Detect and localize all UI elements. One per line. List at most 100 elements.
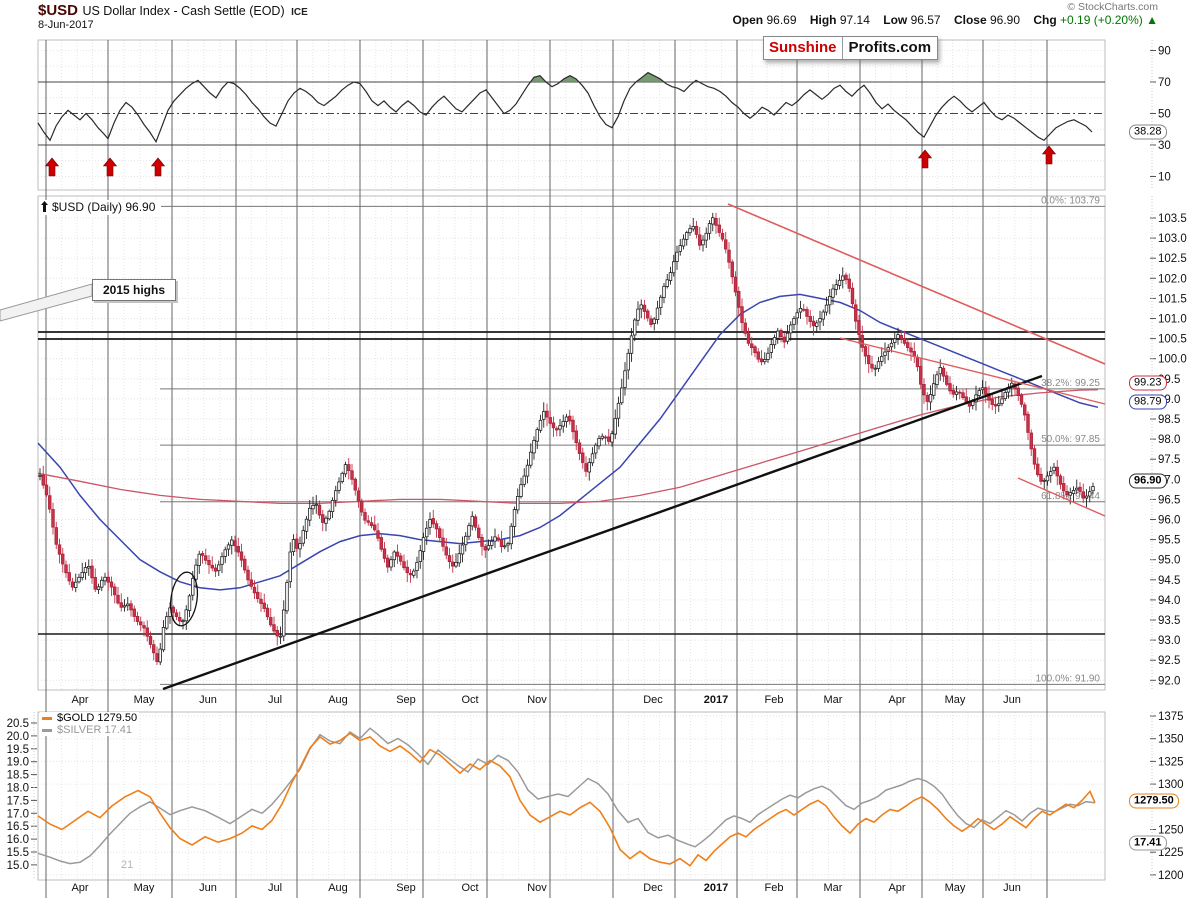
price-panel: 0.0%: 103.79 38.2%: 99.25 50.0%: 97.85 61.8…	[0, 195, 1106, 691]
svg-text:16.0: 16.0	[7, 834, 29, 846]
svg-text:0.0%: 103.79: 0.0%: 103.79	[1041, 195, 1100, 206]
momentum-panel	[37, 71, 1105, 177]
svg-text:May: May	[945, 694, 966, 706]
legend-silver-label: $SILVER 17.41	[57, 724, 133, 736]
svg-text:Jul: Jul	[268, 882, 282, 894]
axis-value-bubble: 96.90	[1129, 473, 1167, 489]
svg-text:96.0: 96.0	[1158, 515, 1180, 527]
svg-text:Feb: Feb	[765, 882, 784, 894]
high-label: High	[809, 13, 837, 27]
close-value: 96.90	[989, 13, 1021, 27]
svg-text:1350: 1350	[1158, 734, 1184, 746]
svg-text:1225: 1225	[1158, 847, 1184, 859]
svg-text:93.5: 93.5	[1158, 615, 1180, 627]
svg-text:Feb: Feb	[765, 694, 784, 706]
legend-gold-label: $GOLD 1279.50	[57, 712, 138, 724]
ticker-symbol: $USD	[38, 2, 79, 19]
gold-line	[37, 732, 1096, 867]
axis-value-bubble: 99.23	[1129, 375, 1167, 391]
chg-label: Chg	[1033, 13, 1057, 27]
stray-scale-label: 21	[121, 859, 134, 871]
ellipse-annotation	[169, 571, 199, 627]
svg-text:15.0: 15.0	[7, 860, 29, 872]
svg-text:100.0%: 91.90: 100.0%: 91.90	[1036, 673, 1101, 684]
svg-text:101.5: 101.5	[1158, 293, 1187, 305]
oscillator-line	[37, 71, 1093, 144]
x-axis-labels: Apr May Jun Jul Aug Sep Oct Nov Dec 2017 Feb Mar Apr…	[71, 694, 1020, 894]
svg-text:90: 90	[1158, 46, 1171, 58]
svg-text:17.5: 17.5	[7, 795, 29, 807]
grid	[37, 39, 1106, 881]
svg-text:92.0: 92.0	[1158, 675, 1180, 687]
svg-text:100.5: 100.5	[1158, 334, 1187, 346]
svg-text:103.5: 103.5	[1158, 213, 1187, 225]
svg-text:17.0: 17.0	[7, 808, 29, 820]
silver-line	[37, 727, 1096, 865]
axis-value-bubble: 17.41	[1129, 835, 1167, 851]
svg-text:Nov: Nov	[527, 882, 547, 894]
svg-text:2017: 2017	[704, 694, 728, 706]
svg-text:Dec: Dec	[643, 694, 663, 706]
overbought-fill	[38, 72, 1092, 82]
svg-text:19.0: 19.0	[7, 757, 29, 769]
month-gridlines	[45, 40, 1048, 898]
legend-silver: $SILVER 17.41	[40, 724, 135, 736]
buy-arrow-icon	[917, 149, 933, 169]
axis-value-bubble: 1279.50	[1129, 793, 1179, 809]
open-value: 96.69	[766, 13, 797, 27]
high-value: 97.14	[839, 13, 870, 27]
metals-panel	[37, 727, 1096, 867]
svg-text:1375: 1375	[1158, 711, 1184, 723]
svg-text:Apr: Apr	[71, 882, 88, 894]
candlesticks	[38, 212, 1095, 666]
chart-header-title: $USD US Dollar Index - Cash Settle (EOD)…	[38, 2, 308, 20]
svg-text:103.0: 103.0	[1158, 233, 1187, 245]
buy-arrow-icon	[150, 157, 166, 177]
stockcharts-watermark: © StockCharts.com	[1067, 1, 1158, 13]
svg-text:Dec: Dec	[643, 882, 663, 894]
svg-text:50: 50	[1158, 109, 1171, 121]
svg-text:May: May	[134, 694, 155, 706]
svg-text:Jun: Jun	[1003, 694, 1021, 706]
buy-arrow-icon	[44, 157, 60, 177]
svg-text:May: May	[134, 882, 155, 894]
svg-text:1250: 1250	[1158, 825, 1184, 837]
sunshine-profits-logo: Sunshine Profits.com	[763, 36, 939, 60]
close-label: Close	[953, 13, 987, 27]
svg-text:Nov: Nov	[527, 694, 547, 706]
open-label: Open	[732, 13, 764, 27]
svg-text:Apr: Apr	[71, 694, 88, 706]
svg-text:30: 30	[1158, 140, 1171, 152]
svg-text:Mar: Mar	[824, 694, 843, 706]
price-series-label-text: $USD (Daily) 96.90	[52, 200, 156, 214]
low-label: Low	[883, 13, 908, 27]
svg-text:2017: 2017	[704, 882, 728, 894]
up-triangle-icon: ▲	[1146, 13, 1158, 27]
series-icon	[41, 201, 48, 212]
svg-text:Apr: Apr	[888, 882, 905, 894]
svg-text:Sep: Sep	[396, 882, 416, 894]
chart-date: 8-Jun-2017	[38, 19, 94, 31]
svg-text:Oct: Oct	[461, 694, 478, 706]
svg-text:Aug: Aug	[328, 882, 348, 894]
svg-text:93.0: 93.0	[1158, 635, 1180, 647]
svg-text:96.5: 96.5	[1158, 494, 1180, 506]
svg-text:Sep: Sep	[396, 694, 416, 706]
instrument-name: US Dollar Index - Cash Settle (EOD)	[82, 4, 285, 18]
chg-value: +0.19 (+0.20%)	[1060, 13, 1143, 27]
svg-text:100.0: 100.0	[1158, 354, 1187, 366]
svg-text:98.5: 98.5	[1158, 414, 1180, 426]
ma-slow-red	[37, 389, 1099, 505]
ohlc-quote-row: Open 96.69 High 97.14 Low 96.57 Close 96…	[732, 13, 1158, 27]
buy-arrow-icon	[1041, 145, 1057, 165]
axis-value-bubble: 98.79	[1129, 394, 1167, 410]
svg-text:10: 10	[1158, 172, 1171, 184]
svg-text:May: May	[945, 882, 966, 894]
svg-text:97.5: 97.5	[1158, 454, 1180, 466]
svg-text:61.8%: 96.44: 61.8%: 96.44	[1041, 491, 1100, 502]
svg-text:18.5: 18.5	[7, 770, 29, 782]
svg-text:94.5: 94.5	[1158, 575, 1180, 587]
logo-profits: Profits.com	[848, 39, 932, 56]
svg-text:70: 70	[1158, 77, 1171, 89]
